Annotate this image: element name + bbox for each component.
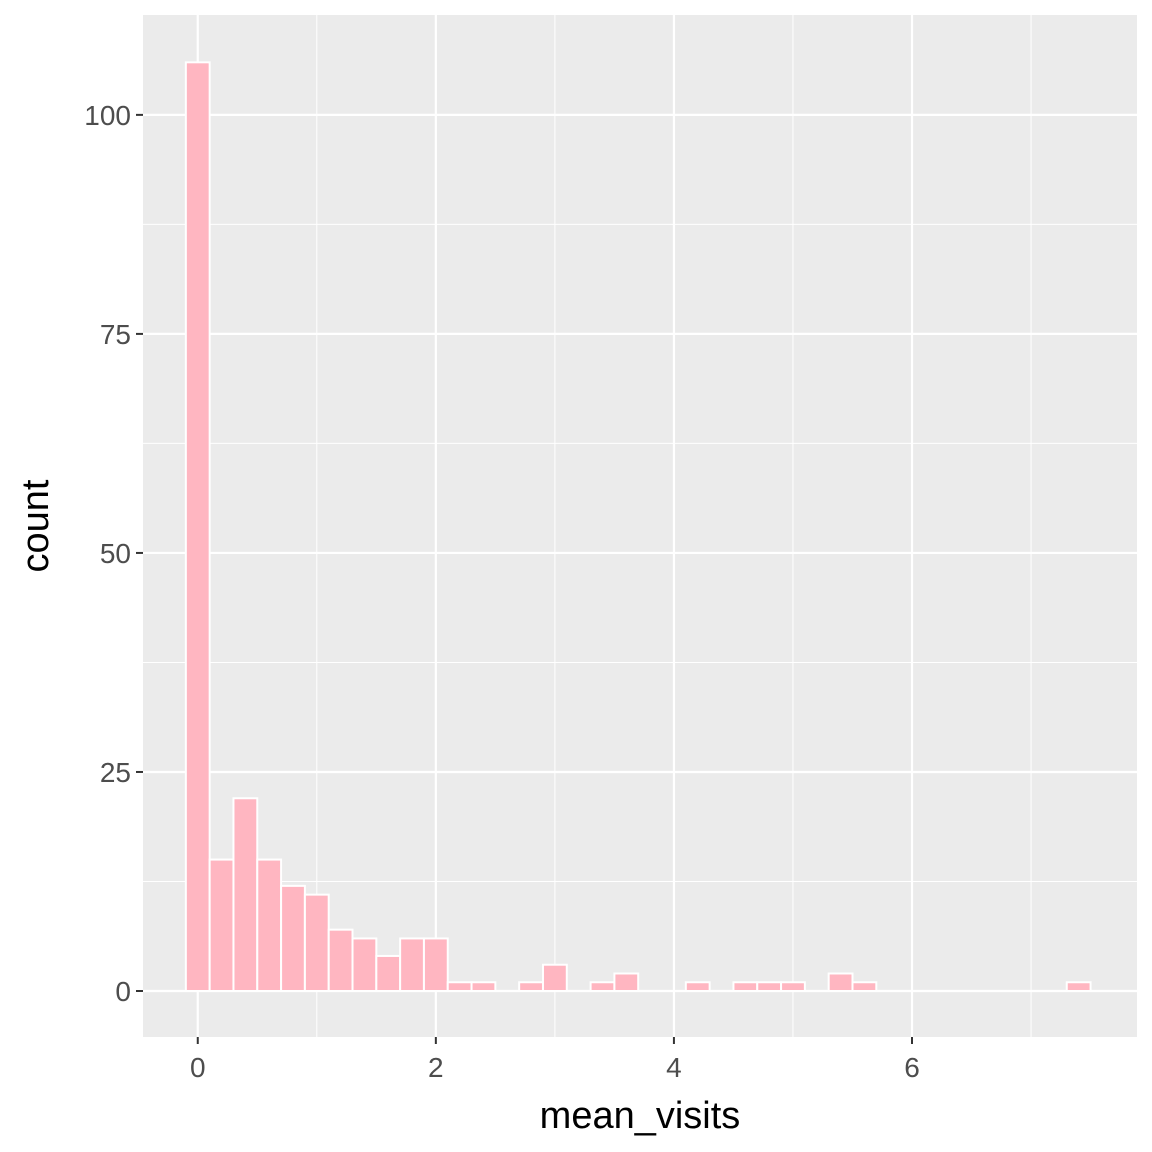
x-tick-label: 4 (666, 1052, 682, 1083)
y-tick-label: 75 (100, 319, 131, 350)
bar (256, 858, 283, 993)
bar (1065, 981, 1092, 993)
bar (732, 981, 759, 993)
bar (280, 884, 306, 993)
bar (446, 981, 473, 993)
bar (827, 972, 854, 993)
x-tick-label: 0 (190, 1052, 206, 1083)
bar (851, 981, 878, 993)
bar (684, 981, 711, 993)
bar (518, 981, 544, 993)
y-axis-title: count (15, 479, 57, 572)
bar (780, 981, 806, 993)
x-axis-title: mean_visits (540, 1095, 741, 1137)
bar (756, 981, 783, 993)
bar (422, 937, 449, 993)
bar (399, 937, 425, 993)
panel (143, 15, 1137, 1037)
bar (613, 972, 640, 993)
x-tick-label: 2 (428, 1052, 444, 1083)
bar (232, 797, 259, 993)
x-tick-label: 6 (904, 1052, 920, 1083)
y-tick-label: 50 (100, 538, 131, 569)
bar (541, 963, 568, 993)
y-tick-label: 100 (84, 100, 131, 131)
bar (589, 981, 616, 993)
y-tick-label: 25 (100, 757, 131, 788)
bar (351, 937, 378, 993)
bar (208, 858, 235, 993)
y-tick-label: 0 (115, 976, 131, 1007)
bar (470, 981, 497, 993)
bar (184, 61, 211, 993)
bar (375, 954, 402, 993)
bar (327, 928, 354, 993)
bar (303, 893, 330, 993)
